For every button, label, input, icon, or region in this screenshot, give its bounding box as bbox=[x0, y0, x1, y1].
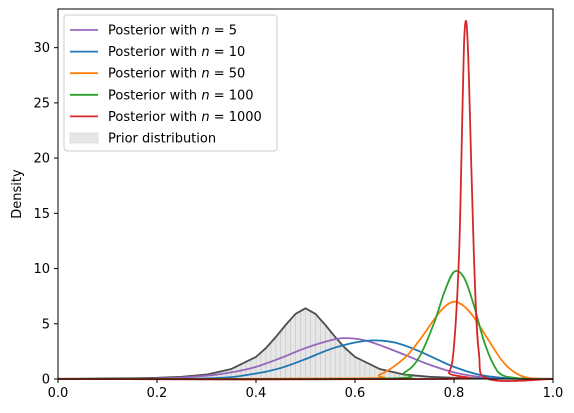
legend-label: Posterior with n = 50 bbox=[108, 67, 245, 82]
x-tick-label: 1.0 bbox=[543, 386, 564, 401]
legend-label: Posterior with n = 100 bbox=[108, 88, 254, 103]
posterior-curves bbox=[57, 20, 554, 382]
y-axis-label: Density bbox=[10, 169, 25, 219]
series-line-2 bbox=[57, 300, 554, 380]
y-tick-label: 20 bbox=[33, 152, 50, 167]
series-line-4 bbox=[57, 20, 554, 382]
y-tick-label: 30 bbox=[33, 41, 50, 56]
y-tick-label: 15 bbox=[33, 207, 50, 222]
legend-label: Posterior with n = 5 bbox=[108, 24, 237, 39]
legend-label: Posterior with n = 10 bbox=[108, 45, 245, 60]
x-tick-label: 0.8 bbox=[444, 386, 465, 401]
legend-label: Posterior with n = 1000 bbox=[108, 110, 262, 125]
axes-frame bbox=[57, 8, 554, 380]
legend: Posterior with n = 5 Posterior with n = 1… bbox=[63, 14, 278, 152]
prior-hatch bbox=[196, 308, 415, 379]
legend-box bbox=[63, 14, 278, 152]
y-tick-label: 0 bbox=[42, 373, 50, 388]
y-tick-label: 5 bbox=[42, 317, 50, 332]
y-tick-label: 10 bbox=[33, 262, 50, 277]
series-line-1 bbox=[57, 339, 554, 380]
x-tick-label: 0.2 bbox=[147, 386, 168, 401]
x-tick-label: 0.6 bbox=[345, 386, 366, 401]
x-tick-label: 0.4 bbox=[246, 386, 267, 401]
series-line-0 bbox=[57, 337, 554, 380]
y-tick-label: 25 bbox=[33, 96, 50, 111]
x-axis: 0.0 0.2 0.4 0.6 0.8 1.0 bbox=[48, 379, 564, 401]
legend-label-prior: Prior distribution bbox=[108, 132, 216, 147]
y-axis: 0 5 10 15 20 25 30 bbox=[33, 41, 58, 388]
x-tick-label: 0.0 bbox=[48, 386, 69, 401]
series-line-3 bbox=[57, 269, 554, 381]
legend-swatch-prior bbox=[69, 132, 99, 144]
